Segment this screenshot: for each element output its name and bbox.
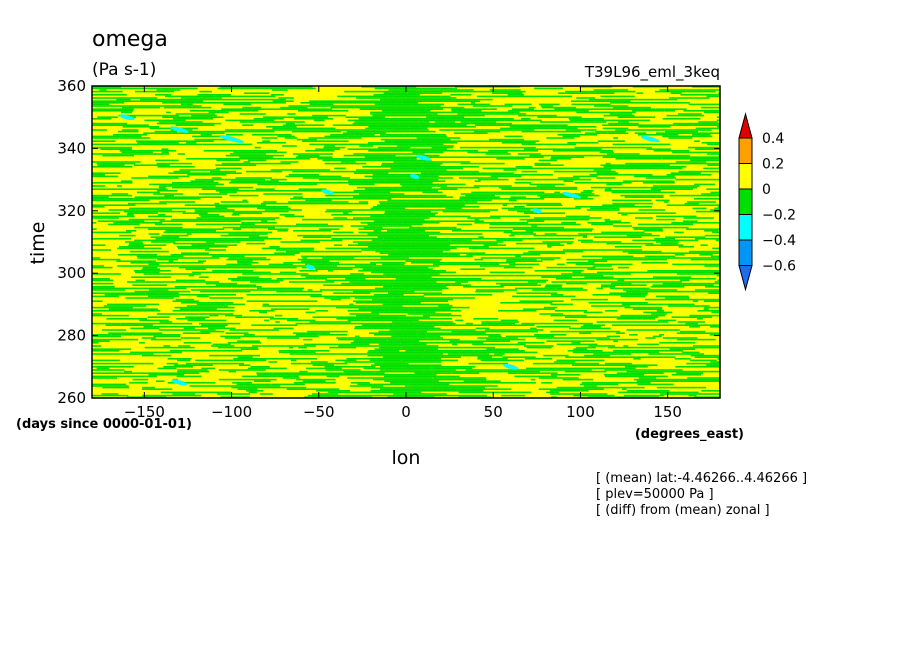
colorbar-label: −0.2 — [762, 208, 796, 224]
x-tick-label: 50 — [484, 403, 503, 421]
plot-area — [92, 86, 720, 398]
x-axis-label: lon — [392, 447, 421, 469]
colorbar: 0.4 0.2 0 −0.2 −0.4 −0.6 — [738, 112, 796, 292]
x-tick-label: 100 — [566, 403, 595, 421]
colorbar-box — [738, 239, 753, 266]
colorbar-label: 0.4 — [762, 131, 784, 147]
y-tick-label: 340 — [57, 139, 86, 157]
x-tick-label: −50 — [303, 403, 335, 421]
y-units-label: (days since 0000-01-01) — [16, 417, 192, 432]
x-tick-label: −100 — [211, 403, 252, 421]
colorbar-extend-max — [738, 112, 753, 139]
colorbar-extend-min — [738, 265, 753, 292]
chart-title: omega — [92, 27, 168, 52]
colorbar-box — [738, 214, 753, 241]
y-tick-label: 300 — [57, 264, 86, 282]
colorbar-label: −0.4 — [762, 233, 796, 249]
x-ticks: −150 −100 −50 0 50 100 150 — [124, 86, 682, 421]
y-tick-label: 320 — [57, 202, 86, 220]
colorbar-label: 0.2 — [762, 157, 784, 173]
x-units-label: (degrees_east) — [635, 427, 744, 442]
x-tick-label: 0 — [401, 403, 411, 421]
y-ticks: 260 280 300 320 340 360 — [57, 77, 720, 407]
colorbar-label: 0 — [762, 182, 771, 198]
colorbar-box — [738, 163, 753, 190]
heatmap-negative-features — [119, 114, 660, 386]
heatmap-cells — [92, 86, 720, 398]
annotation-lat: [ (mean) lat:-4.46266..4.46266 ] — [596, 471, 807, 486]
y-axis-label: time — [27, 222, 49, 265]
experiment-label: T39L96_eml_3keq — [584, 63, 720, 82]
y-tick-label: 280 — [57, 327, 86, 345]
colorbar-label: −0.6 — [762, 259, 796, 275]
y-tick-label: 360 — [57, 77, 86, 95]
annotation-plev: [ plev=50000 Pa ] — [596, 487, 714, 502]
chart-units: (Pa s-1) — [92, 60, 156, 80]
colorbar-box — [738, 188, 753, 215]
x-tick-label: −150 — [124, 403, 165, 421]
colorbar-box — [738, 137, 753, 164]
annotation-diff: [ (diff) from (mean) zonal ] — [596, 503, 770, 518]
y-tick-label: 260 — [57, 389, 86, 407]
x-tick-label: 150 — [653, 403, 682, 421]
